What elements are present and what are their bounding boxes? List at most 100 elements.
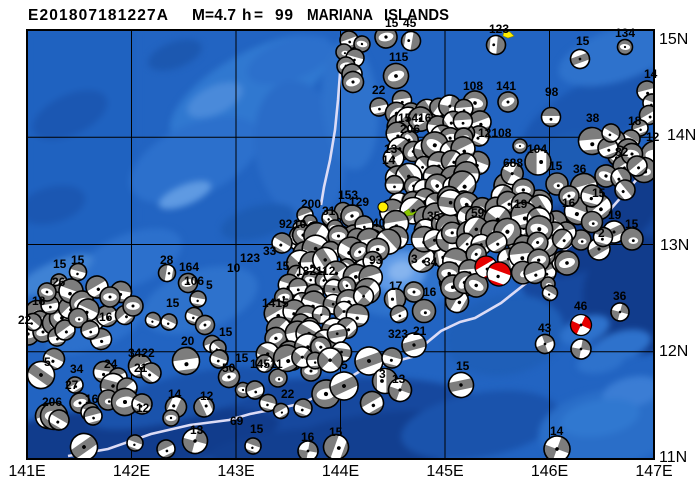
svg-text:98: 98 (545, 85, 559, 99)
svg-text:11N: 11N (659, 449, 687, 466)
svg-text:14N: 14N (667, 127, 696, 144)
svg-text:206: 206 (42, 395, 62, 409)
svg-text:33: 33 (263, 244, 277, 258)
svg-text:92: 92 (279, 217, 293, 231)
svg-text:22: 22 (372, 83, 386, 97)
svg-text:134: 134 (615, 26, 635, 40)
svg-text:5: 5 (44, 355, 51, 369)
svg-text:MARIANA: MARIANA (307, 7, 373, 24)
svg-text:34: 34 (424, 255, 438, 269)
svg-text:14: 14 (550, 424, 564, 438)
svg-text:3: 3 (379, 367, 386, 381)
svg-text:108: 108 (463, 79, 483, 93)
svg-text:19: 19 (608, 208, 622, 222)
svg-text:27: 27 (65, 378, 79, 392)
svg-text:15N: 15N (659, 31, 688, 48)
svg-text:18: 18 (628, 114, 642, 128)
svg-text:3: 3 (411, 252, 418, 266)
svg-text:15: 15 (276, 259, 290, 273)
svg-text:36: 36 (613, 289, 627, 303)
svg-text:145E: 145E (426, 463, 463, 480)
svg-text:38: 38 (586, 111, 600, 125)
svg-text:10: 10 (227, 261, 241, 275)
svg-text:1415: 1415 (262, 296, 289, 310)
svg-text:142E: 142E (113, 463, 150, 480)
svg-text:36: 36 (573, 162, 587, 176)
svg-text:123: 123 (240, 251, 260, 265)
svg-text:323: 323 (388, 327, 408, 341)
svg-text:15: 15 (235, 351, 249, 365)
svg-text:16: 16 (423, 285, 437, 299)
svg-text:2: 2 (598, 226, 605, 240)
svg-text:69: 69 (230, 414, 244, 428)
svg-text:14: 14 (382, 153, 396, 167)
svg-text:22: 22 (18, 313, 32, 327)
svg-text:12: 12 (646, 130, 660, 144)
svg-text:43: 43 (538, 321, 552, 335)
svg-text:24: 24 (104, 357, 118, 371)
svg-text:13: 13 (384, 142, 398, 156)
svg-text:15: 15 (592, 186, 606, 200)
svg-text:13: 13 (190, 423, 204, 437)
svg-text:14: 14 (644, 67, 658, 81)
svg-text:164: 164 (179, 260, 199, 274)
svg-text:40: 40 (372, 216, 386, 230)
svg-text:147E: 147E (635, 463, 672, 480)
svg-text:206: 206 (400, 122, 420, 136)
svg-text:16: 16 (85, 392, 99, 406)
svg-text:ISLANDS: ISLANDS (384, 7, 449, 24)
svg-text:16: 16 (562, 196, 576, 210)
svg-text:10: 10 (293, 217, 307, 231)
svg-text:5: 5 (206, 278, 213, 292)
svg-text:50: 50 (222, 361, 236, 375)
svg-text:20: 20 (181, 334, 195, 348)
svg-text:15: 15 (456, 359, 470, 373)
svg-text:18: 18 (32, 294, 46, 308)
svg-text:15: 15 (53, 257, 67, 271)
svg-text:144E: 144E (322, 463, 359, 480)
svg-text:141: 141 (496, 79, 516, 93)
svg-text:12108: 12108 (478, 126, 512, 140)
svg-text:200: 200 (301, 197, 321, 211)
svg-text:M=4.7: M=4.7 (192, 7, 236, 24)
svg-text:35: 35 (427, 209, 441, 223)
svg-text:129: 129 (349, 195, 369, 209)
svg-text:104: 104 (527, 142, 547, 156)
svg-text:15: 15 (219, 325, 233, 339)
svg-text:15: 15 (625, 217, 639, 231)
svg-text:21: 21 (134, 361, 148, 375)
svg-text:141E: 141E (8, 463, 45, 480)
svg-text:15: 15 (576, 34, 590, 48)
svg-text:132112: 132112 (296, 264, 336, 278)
svg-text:26: 26 (52, 275, 66, 289)
svg-text:12: 12 (200, 389, 214, 403)
svg-text:16: 16 (301, 430, 315, 444)
svg-text:21: 21 (413, 324, 427, 338)
svg-text:14511: 14511 (250, 357, 283, 371)
svg-text:688: 688 (503, 156, 523, 170)
svg-text:28: 28 (160, 253, 174, 267)
svg-text:16: 16 (99, 310, 113, 324)
svg-text:15: 15 (385, 16, 399, 30)
svg-text:15: 15 (549, 159, 563, 173)
svg-text:14: 14 (168, 387, 182, 401)
svg-text:13N: 13N (660, 237, 689, 254)
svg-text:106: 106 (184, 274, 204, 288)
svg-text:15: 15 (71, 253, 85, 267)
svg-text:143E: 143E (217, 463, 254, 480)
svg-text:146E: 146E (531, 463, 568, 480)
svg-text:15: 15 (250, 422, 264, 436)
svg-text:153: 153 (338, 188, 358, 202)
svg-text:82: 82 (615, 145, 629, 159)
svg-text:17: 17 (389, 279, 403, 293)
svg-text:59: 59 (471, 206, 485, 220)
svg-text:115: 115 (389, 50, 409, 64)
svg-text:13: 13 (392, 372, 406, 386)
svg-text:99: 99 (275, 7, 293, 24)
svg-text:45: 45 (403, 16, 417, 30)
svg-text:3422: 3422 (128, 346, 155, 360)
svg-text:12: 12 (136, 401, 150, 415)
svg-text:15416: 15416 (398, 111, 432, 125)
svg-text:46: 46 (574, 299, 588, 313)
svg-text:5: 5 (341, 358, 348, 372)
